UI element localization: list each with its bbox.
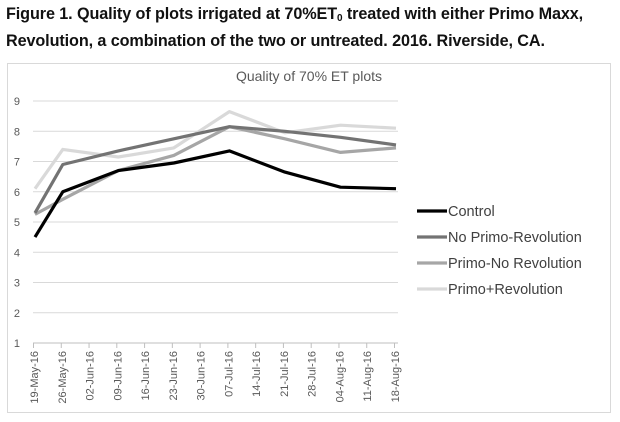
chart-frame xyxy=(7,63,611,413)
y-tick-label: 5 xyxy=(14,217,20,229)
legend-label: Primo+Revolution xyxy=(448,282,563,298)
y-tick-label: 1 xyxy=(14,338,20,350)
series-lines xyxy=(33,109,397,238)
caption-prefix: Figure 1. Quality of plots irrigated at … xyxy=(6,5,338,23)
series-line-no-primo-revolution xyxy=(33,125,397,214)
x-tick-label: 14-Jul-16 xyxy=(251,351,263,397)
legend-item: Primo-No Revolution xyxy=(417,256,582,272)
legend: Control No Primo-Revolution Primo-No Revol… xyxy=(417,204,582,298)
y-tick-label: 4 xyxy=(14,247,20,259)
caption-suffix: treated with either Primo Maxx, Revoluti… xyxy=(6,5,584,50)
x-tick-label: 21-Jul-16 xyxy=(279,351,291,397)
x-tick-label: 16-Jun-16 xyxy=(140,351,152,401)
x-tick-label: 11-Aug-16 xyxy=(362,351,374,402)
legend-label: Primo-No Revolution xyxy=(448,256,582,272)
x-tick-label: 09-Jun-16 xyxy=(112,351,124,401)
x-tick-label: 28-Jul-16 xyxy=(307,351,319,397)
y-tick-label: 9 xyxy=(14,96,20,108)
y-tick-label: 6 xyxy=(14,187,20,199)
x-tick-label: 26-May-16 xyxy=(57,351,69,404)
x-axis: 19-May-16 26-May-16 02-Jun-16 09-Jun-16 16-J… xyxy=(29,342,402,404)
x-tick-label: 02-Jun-16 xyxy=(85,351,97,401)
y-tick-label: 3 xyxy=(14,278,20,290)
legend-label: Control xyxy=(448,204,495,220)
x-tick-label: 07-Jul-16 xyxy=(223,351,235,397)
x-tick-label: 18-Aug-16 xyxy=(390,351,402,402)
x-tick-label: 04-Aug-16 xyxy=(334,351,346,402)
caption-subscript: 0 xyxy=(337,13,343,24)
legend-item: No Primo-Revolution xyxy=(417,230,582,246)
figure-caption: Figure 1. Quality of plots irrigated at … xyxy=(6,3,618,52)
y-tick-label: 8 xyxy=(14,126,20,138)
y-tick-label: 2 xyxy=(14,308,20,320)
x-tick-label: 30-Jun-16 xyxy=(196,351,208,401)
series-line-primo-revolution xyxy=(33,109,397,190)
x-tick-label: 19-May-16 xyxy=(29,351,41,404)
series-line-primo-no-revolution xyxy=(34,125,397,216)
chart-title: Quality of 70% ET plots xyxy=(236,68,382,84)
gridlines xyxy=(33,100,398,344)
legend-label: No Primo-Revolution xyxy=(448,230,582,246)
x-tick-label: 23-Jun-16 xyxy=(168,351,180,401)
legend-item: Primo+Revolution xyxy=(417,282,563,298)
y-axis-ticks: 1 2 3 4 5 6 7 8 9 xyxy=(14,96,20,350)
legend-item: Control xyxy=(417,204,495,220)
y-tick-label: 7 xyxy=(14,157,20,169)
series-line-control xyxy=(33,149,397,238)
